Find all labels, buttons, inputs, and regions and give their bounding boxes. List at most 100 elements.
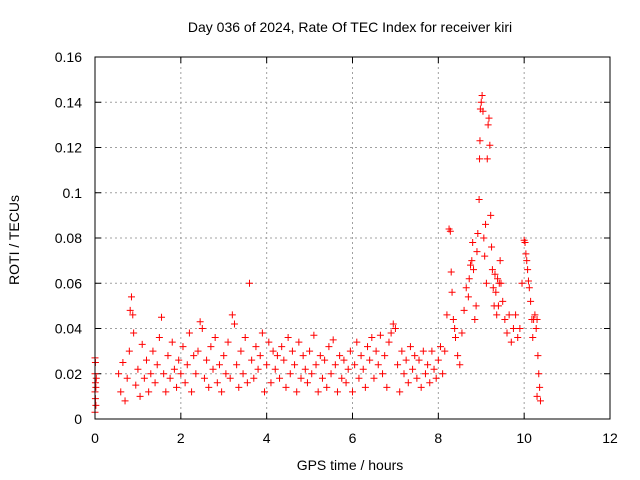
data-point <box>160 370 168 378</box>
data-point <box>417 383 425 391</box>
data-point <box>507 338 515 346</box>
data-point <box>409 365 417 373</box>
data-point <box>185 329 193 337</box>
data-point <box>512 311 520 319</box>
data-point <box>447 268 455 276</box>
data-point <box>149 347 157 355</box>
data-point <box>92 401 100 409</box>
data-point <box>473 248 481 256</box>
data-point <box>282 383 290 391</box>
data-point <box>325 343 333 351</box>
data-point <box>518 279 526 287</box>
data-point <box>411 352 419 360</box>
data-point <box>123 374 131 382</box>
data-point <box>241 334 249 342</box>
data-point <box>310 331 318 339</box>
data-point <box>481 252 489 260</box>
axis-ticks: 0 2 4 6 8 10 12 0 0.02 0.04 0.06 0.08 0.1 0.12 0.14 0.1… <box>55 49 618 446</box>
data-point <box>306 347 314 355</box>
data-point <box>489 284 497 292</box>
data-point <box>140 374 148 382</box>
data-point <box>291 361 299 369</box>
y-axis-label: ROTI / TECUs <box>6 195 22 285</box>
data-point <box>136 392 144 400</box>
data-point <box>359 365 367 373</box>
data-point <box>349 388 356 396</box>
data-point <box>402 356 410 364</box>
data-point <box>323 383 331 391</box>
data-point <box>267 379 275 387</box>
data-point <box>134 365 142 373</box>
data-point <box>312 361 320 369</box>
data-point <box>125 347 133 355</box>
data-point <box>536 397 544 405</box>
data-point <box>280 356 288 364</box>
data-point <box>126 306 134 314</box>
data-points <box>91 91 544 416</box>
x-tick-label: 10 <box>516 430 532 446</box>
data-point <box>465 275 473 283</box>
data-point <box>220 352 228 360</box>
data-point <box>531 311 539 319</box>
data-point <box>316 352 324 360</box>
data-point <box>250 374 258 382</box>
data-point <box>314 388 322 396</box>
data-point <box>532 325 540 332</box>
data-point <box>168 338 176 346</box>
data-point <box>224 338 232 346</box>
data-point <box>92 374 100 382</box>
data-point <box>203 356 211 364</box>
data-point <box>235 383 243 391</box>
data-point <box>173 383 181 391</box>
data-point <box>524 266 532 274</box>
data-point <box>475 196 483 204</box>
data-point <box>415 356 423 364</box>
data-point <box>534 352 542 360</box>
data-point <box>286 370 294 378</box>
data-point <box>368 334 376 342</box>
data-point <box>288 347 296 355</box>
data-point <box>533 392 541 400</box>
data-point <box>190 352 198 360</box>
data-point <box>439 370 447 378</box>
data-point <box>121 397 129 405</box>
data-point <box>297 374 305 382</box>
data-point <box>353 338 361 346</box>
data-point <box>480 234 488 242</box>
data-point <box>117 388 125 396</box>
data-point <box>372 347 380 355</box>
data-point <box>374 361 382 369</box>
data-point <box>499 297 507 305</box>
y-tick-label: 0 <box>74 411 82 427</box>
data-point <box>132 381 140 389</box>
data-point <box>138 340 146 348</box>
data-point <box>336 352 344 360</box>
data-point <box>303 379 311 387</box>
data-point <box>421 370 429 378</box>
data-point <box>449 315 457 323</box>
data-point <box>196 318 204 326</box>
data-point <box>321 356 329 364</box>
data-point <box>366 356 374 364</box>
data-point <box>293 388 301 396</box>
data-point <box>509 325 517 332</box>
data-point <box>248 356 256 364</box>
data-point <box>188 388 196 396</box>
data-point <box>211 334 219 342</box>
data-point <box>458 329 466 337</box>
data-point <box>258 329 266 337</box>
data-point <box>496 257 504 265</box>
data-point <box>536 383 544 391</box>
data-point <box>398 347 406 355</box>
data-point <box>200 374 208 382</box>
data-point <box>426 379 434 387</box>
data-point <box>194 347 202 355</box>
data-point <box>177 370 185 378</box>
data-point <box>487 211 495 219</box>
data-point <box>376 331 384 339</box>
data-point <box>338 374 346 382</box>
data-point <box>192 370 200 378</box>
data-point <box>529 334 537 342</box>
data-point <box>261 388 269 396</box>
chart-title: Day 036 of 2024, Rate Of TEC Index for r… <box>188 19 512 35</box>
